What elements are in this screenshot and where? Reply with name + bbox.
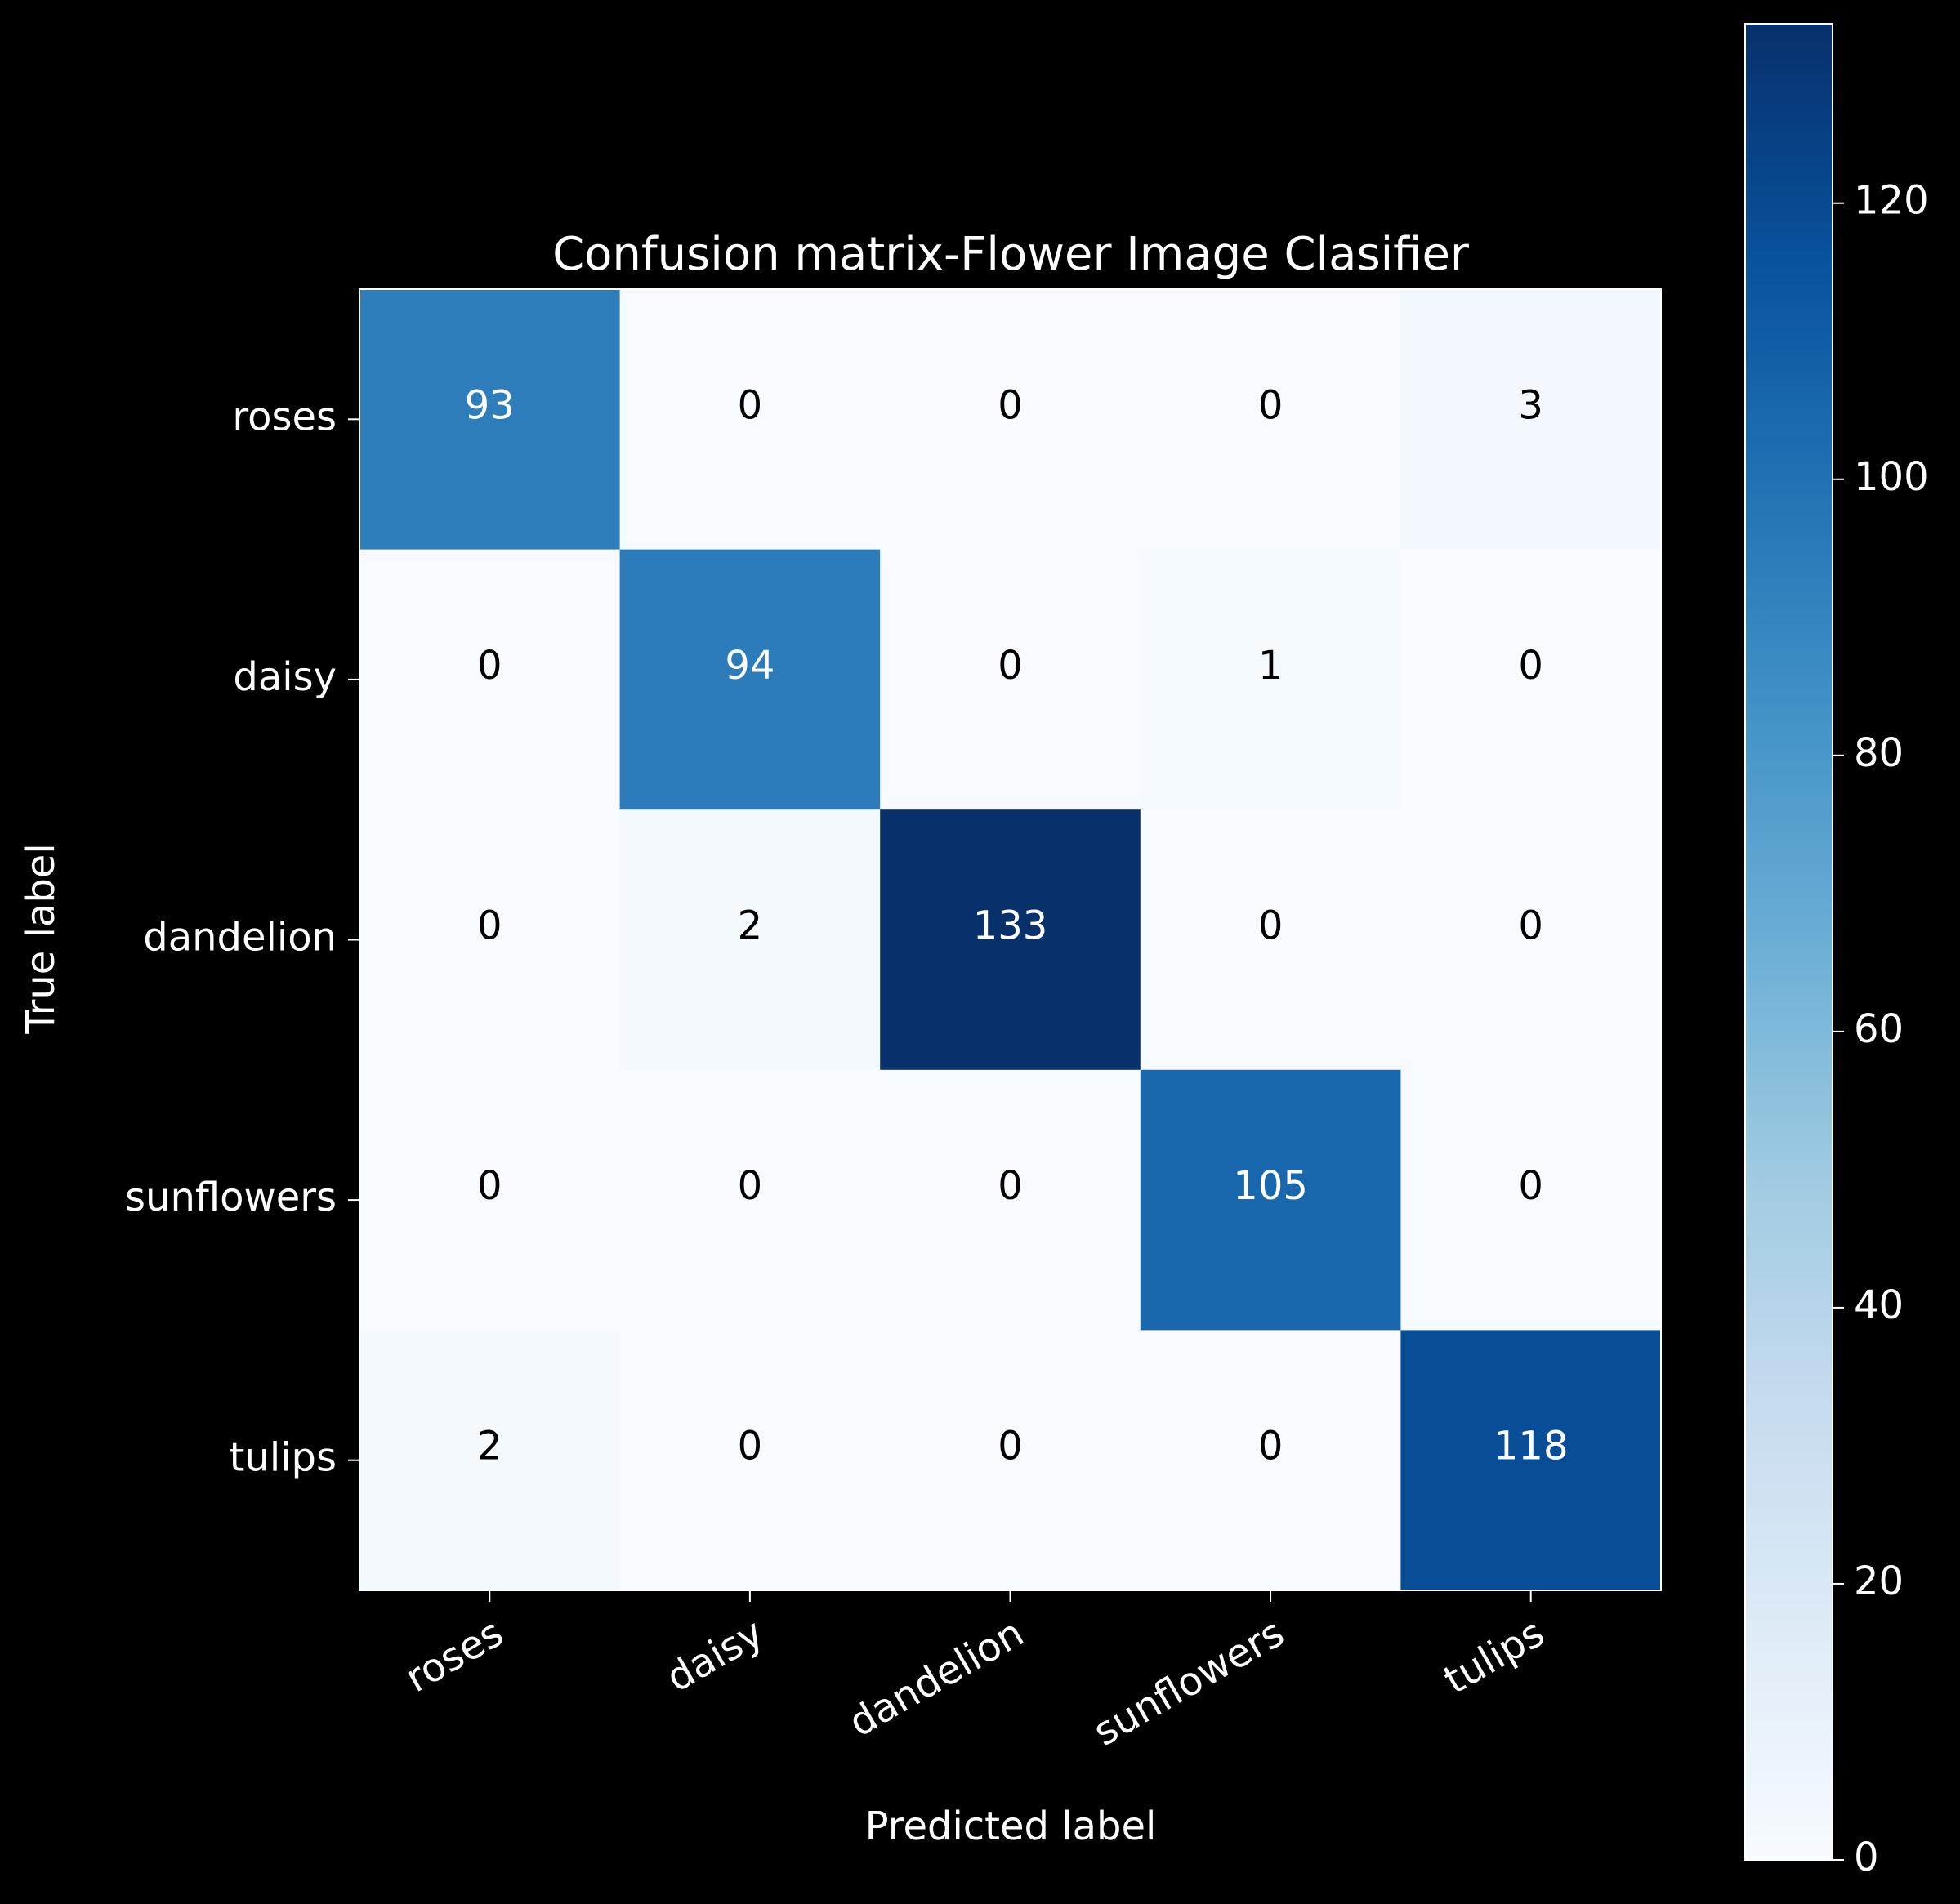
cell-value-label: 0	[1258, 903, 1284, 949]
heatmap-cell-0-4	[1400, 289, 1662, 551]
cell-value-label: 0	[477, 1163, 502, 1209]
colorbar	[1744, 23, 1833, 1861]
cell-value-label: 0	[1258, 1424, 1284, 1469]
cell-value-label: 0	[738, 1163, 763, 1209]
y-tick-label-roses: roses	[232, 394, 337, 439]
cell-value-label: 0	[1518, 903, 1543, 949]
heatmap-cell-3-4	[1400, 1069, 1662, 1331]
cell-value-label: 0	[1258, 382, 1284, 428]
heatmap-cell-1-3	[1140, 549, 1401, 810]
cell-value-label: 105	[1233, 1163, 1308, 1209]
cell-value-label: 0	[738, 1424, 763, 1469]
colorbar-tick-label: 40	[1854, 1282, 1904, 1328]
y-axis-ticks: roses daisy dandelion sunflowers tulips	[125, 394, 359, 1481]
cell-value-label: 0	[998, 1163, 1023, 1209]
heatmap-cell-0-2	[880, 289, 1141, 551]
heatmap-cell-2-4	[1400, 809, 1662, 1071]
chart-title: Confusion matrix-Flower Image Clasifier	[552, 228, 1470, 281]
colorbar-tick-label: 60	[1854, 1006, 1904, 1052]
cell-value-label: 2	[738, 903, 763, 949]
colorbar-tick-label: 120	[1854, 178, 1929, 224]
cell-value-label: 0	[998, 1424, 1023, 1469]
heatmap-cell-4-1	[619, 1330, 881, 1591]
y-tick-label-sunflowers: sunflowers	[125, 1175, 337, 1220]
cell-value-label: 93	[465, 382, 515, 428]
heatmap-cell-4-4	[1400, 1330, 1662, 1591]
heatmap-cell-3-1	[619, 1069, 881, 1331]
cell-value-label: 118	[1493, 1424, 1569, 1469]
heatmap-cell-3-3	[1140, 1069, 1401, 1331]
colorbar-tick-label: 100	[1854, 454, 1929, 500]
colorbar-tick-label: 0	[1854, 1835, 1879, 1880]
y-tick-label-daisy: daisy	[233, 654, 337, 700]
heatmap-cell-3-2	[880, 1069, 1141, 1331]
heatmap-cell-1-4	[1400, 549, 1662, 810]
cell-value-label: 0	[477, 643, 502, 689]
heatmap-cell-2-0	[359, 809, 621, 1071]
cell-value-label: 94	[725, 643, 775, 689]
heatmap-cell-2-2	[880, 809, 1141, 1071]
colorbar-tick-label: 80	[1854, 730, 1904, 776]
heatmap-cell-1-1	[619, 549, 881, 810]
x-axis-label: Predicted label	[865, 1804, 1157, 1849]
cell-value-label: 0	[477, 903, 502, 949]
plot-frame	[359, 288, 1662, 1591]
heatmap-cell-2-3	[1140, 809, 1401, 1071]
heatmap-cell-1-2	[880, 549, 1141, 810]
heatmap-cell-4-3	[1140, 1330, 1401, 1591]
heatmap-cell-3-0	[359, 1069, 621, 1331]
heatmap-cells	[359, 289, 1662, 1591]
heatmap-cell-2-1	[619, 809, 881, 1071]
cell-value-label: 0	[738, 382, 763, 428]
y-axis-label: True label	[18, 843, 64, 1034]
heatmap-cell-4-2	[880, 1330, 1141, 1591]
heatmap-cell-0-3	[1140, 289, 1401, 551]
heatmap-cell-1-0	[359, 549, 621, 810]
colorbar-ticks: 0 20 40 60 80 100 120	[1833, 178, 1929, 1880]
cell-value-label: 0	[1518, 1163, 1543, 1209]
heatmap-cell-0-0	[359, 289, 621, 551]
y-tick-label-tulips: tulips	[230, 1435, 337, 1481]
cell-value-label: 133	[973, 903, 1048, 949]
y-tick-label-dandelion: dandelion	[143, 915, 337, 961]
heatmap-cell-0-1	[619, 289, 881, 551]
heatmap-cell-labels: 93 0 0 0 3 0 94 0 1 0 0 2 133 0 0 0 0 0 105 0 2 0 0 0 118	[465, 382, 1569, 1469]
heatmap-cell-4-0	[359, 1330, 621, 1591]
cell-value-label: 1	[1258, 643, 1284, 689]
cell-value-label: 0	[998, 643, 1023, 689]
colorbar-tick-label: 20	[1854, 1558, 1904, 1604]
cell-value-label: 2	[477, 1424, 502, 1469]
cell-value-label: 3	[1518, 382, 1543, 428]
cell-value-label: 0	[998, 382, 1023, 428]
cell-value-label: 0	[1518, 643, 1543, 689]
